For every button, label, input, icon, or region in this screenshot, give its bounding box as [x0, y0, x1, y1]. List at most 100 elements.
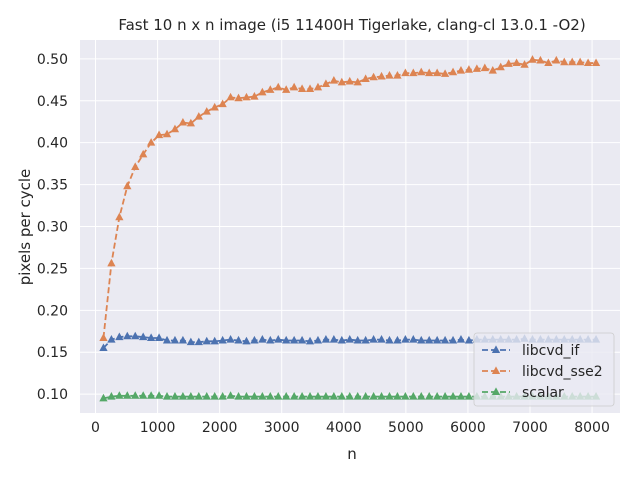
- data-point-scalar: [234, 392, 243, 400]
- data-point-libcvd_sse2: [512, 58, 521, 67]
- data-point-scalar: [115, 391, 124, 399]
- data-point-scalar: [353, 392, 362, 400]
- data-point-libcvd_sse2: [591, 58, 601, 67]
- data-point-libcvd_sse2: [417, 67, 426, 76]
- data-point-libcvd_sse2: [274, 82, 283, 91]
- data-point-libcvd_sse2: [576, 57, 585, 66]
- legend-item-libcvd_sse2: libcvd_sse2: [482, 364, 603, 380]
- legend-label: libcvd_sse2: [522, 364, 603, 380]
- data-point-libcvd_sse2: [361, 74, 370, 82]
- legend-item-scalar: scalar: [482, 385, 564, 401]
- data-point-scalar: [218, 392, 227, 400]
- data-point-libcvd_if: [417, 335, 426, 344]
- data-point-scalar: [274, 392, 283, 400]
- data-point-libcvd_if: [107, 335, 116, 343]
- y-tick-label: 0.50: [37, 52, 68, 68]
- x-tick-label: 7000: [512, 420, 548, 436]
- data-point-libcvd_sse2: [234, 93, 243, 102]
- data-point-libcvd_sse2: [369, 72, 378, 81]
- data-point-libcvd_if: [242, 336, 251, 345]
- x-tick-label: 0: [91, 420, 100, 436]
- data-point-libcvd_sse2: [353, 77, 362, 86]
- data-point-libcvd_if: [305, 336, 315, 345]
- x-tick-label: 8000: [574, 420, 610, 436]
- data-point-scalar: [361, 392, 370, 400]
- data-point-libcvd_sse2: [480, 63, 489, 72]
- legend-marker: [491, 345, 501, 353]
- data-point-scalar: [456, 392, 466, 400]
- x-axis-title: n: [347, 445, 357, 463]
- data-point-libcvd_sse2: [266, 85, 275, 93]
- data-point-libcvd_sse2: [425, 68, 434, 77]
- data-point-libcvd_if: [361, 335, 370, 344]
- data-point-libcvd_sse2: [194, 112, 203, 120]
- data-point-libcvd_if: [123, 331, 132, 340]
- data-point-libcvd_if: [131, 331, 140, 340]
- data-point-scalar: [464, 392, 474, 400]
- data-point-scalar: [337, 392, 346, 400]
- data-point-libcvd_sse2: [488, 65, 497, 74]
- data-point-libcvd_sse2: [289, 82, 299, 91]
- data-point-libcvd_if: [274, 335, 283, 343]
- data-point-scalar: [242, 392, 251, 400]
- y-tick-label: 0.15: [37, 345, 68, 361]
- data-point-libcvd_if: [313, 335, 323, 344]
- data-point-libcvd_if: [456, 335, 466, 343]
- data-point-libcvd_sse2: [377, 71, 386, 80]
- data-point-scalar: [440, 392, 450, 400]
- data-point-scalar: [393, 392, 402, 400]
- data-point-libcvd_sse2: [528, 55, 537, 63]
- data-point-scalar: [178, 392, 188, 400]
- x-axis-ticks: 0 1000 2000 3000 4000 5000 6000 7000 8000: [91, 420, 610, 436]
- legend-marker: [491, 366, 501, 374]
- data-point-libcvd_if: [250, 335, 259, 344]
- data-point-libcvd_if: [178, 335, 188, 344]
- x-tick-label: 4000: [326, 420, 362, 436]
- legend-label: libcvd_if: [522, 343, 580, 359]
- y-tick-label: 0.20: [37, 303, 68, 319]
- data-point-libcvd_sse2: [250, 91, 259, 100]
- data-point-libcvd_sse2: [202, 107, 211, 115]
- data-point-scalar: [448, 392, 458, 400]
- data-point-libcvd_if: [234, 335, 243, 344]
- data-point-libcvd_sse2: [472, 64, 482, 72]
- data-point-libcvd_if: [329, 335, 339, 343]
- data-point-libcvd_sse2: [321, 79, 331, 87]
- data-point-libcvd_sse2: [583, 58, 593, 67]
- data-point-libcvd_sse2: [393, 71, 402, 79]
- data-point-libcvd_if: [99, 343, 108, 352]
- data-point-libcvd_if: [337, 335, 346, 344]
- data-point-libcvd_sse2: [178, 117, 188, 126]
- data-point-libcvd_if: [146, 333, 156, 341]
- data-point-libcvd_sse2: [568, 57, 577, 66]
- data-point-libcvd_if: [282, 335, 291, 344]
- data-point-scalar: [345, 392, 354, 400]
- data-point-scalar: [170, 392, 180, 400]
- data-point-scalar: [258, 392, 267, 400]
- y-tick-label: 0.25: [37, 261, 68, 277]
- data-point-scalar: [289, 392, 299, 400]
- data-point-libcvd_sse2: [146, 138, 156, 146]
- y-tick-label: 0.35: [37, 178, 68, 194]
- data-point-scalar: [369, 392, 378, 400]
- data-point-scalar: [313, 392, 323, 400]
- data-point-scalar: [210, 392, 219, 400]
- data-point-scalar: [194, 392, 203, 400]
- data-point-libcvd_if: [377, 335, 386, 343]
- data-point-libcvd_if: [170, 335, 180, 344]
- data-point-libcvd_if: [297, 335, 307, 344]
- data-point-libcvd_sse2: [186, 118, 195, 127]
- y-tick-label: 0.10: [37, 387, 68, 403]
- data-point-libcvd_sse2: [210, 102, 219, 111]
- data-point-libcvd_if: [448, 335, 458, 344]
- data-point-libcvd_if: [194, 337, 203, 346]
- data-point-scalar: [250, 392, 259, 400]
- data-point-scalar: [99, 393, 108, 402]
- data-point-scalar: [131, 391, 140, 399]
- data-point-libcvd_sse2: [170, 124, 180, 133]
- data-point-scalar: [297, 392, 307, 400]
- data-point-libcvd_if: [401, 335, 410, 343]
